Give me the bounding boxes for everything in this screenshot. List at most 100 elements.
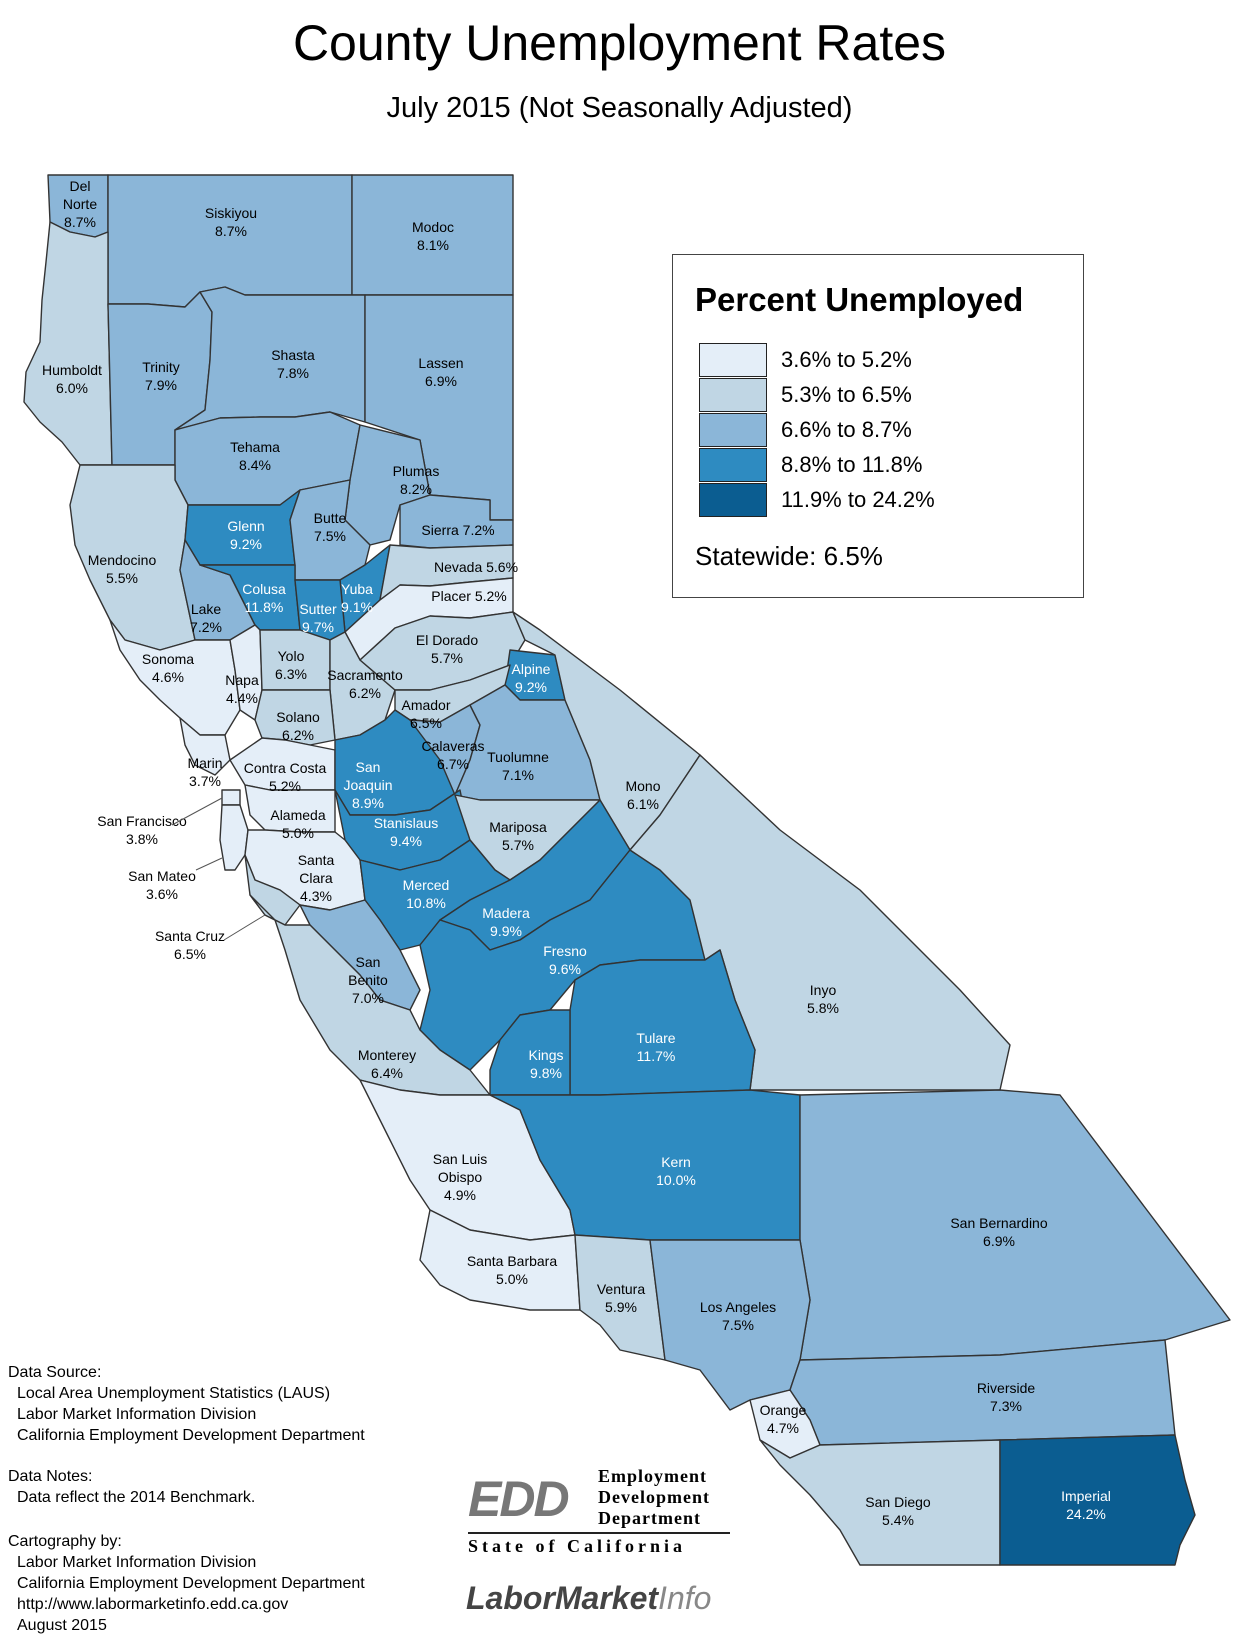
data-notes-block: Data Notes: Data reflect the 2014 Benchm… bbox=[8, 1466, 255, 1508]
county-label-mariposa: Mariposa 5.7% bbox=[489, 819, 547, 853]
county-label-placer: Placer 5.2% bbox=[431, 588, 506, 604]
data-notes-heading: Data Notes: bbox=[8, 1468, 93, 1485]
county-label-trinity: Trinity 7.9% bbox=[142, 359, 180, 393]
county-label-calaveras: Calaveras 6.7% bbox=[421, 738, 484, 772]
county-label-yuba: Yuba 9.1% bbox=[341, 581, 373, 615]
legend-box: Percent Unemployed 3.6% to 5.2% 5.3% to … bbox=[672, 254, 1084, 598]
county-san-mateo bbox=[219, 804, 249, 871]
leader-line-san-francisco bbox=[171, 797, 223, 826]
county-modoc bbox=[351, 174, 514, 296]
county-label-santa-barbara: Santa Barbara 5.0% bbox=[467, 1253, 557, 1287]
county-label-orange: Orange 4.7% bbox=[760, 1402, 807, 1436]
edd-divider bbox=[468, 1532, 730, 1534]
county-label-san-benito: San Benito 7.0% bbox=[348, 954, 388, 1006]
legend-row-1: 3.6% to 5.2% bbox=[699, 343, 1059, 377]
cartography-block: Cartography by: Labor Market Information… bbox=[8, 1531, 365, 1636]
edd-logo: EDD Employment Development Department St… bbox=[468, 1466, 736, 1558]
cartography-date: August 2015 bbox=[17, 1617, 107, 1634]
legend-swatch-4 bbox=[699, 448, 767, 482]
county-label-tuolumne: Tuolumne 7.1% bbox=[487, 749, 549, 783]
legend-swatch-3 bbox=[699, 413, 767, 447]
county-label-kern: Kern 10.0% bbox=[656, 1154, 696, 1188]
county-label-santa-cruz: Santa Cruz 6.5% bbox=[155, 928, 225, 962]
county-label-ventura: Ventura 5.9% bbox=[597, 1281, 645, 1315]
county-imperial bbox=[999, 1434, 1196, 1566]
county-san-diego bbox=[759, 1439, 1001, 1566]
cartography-line: Labor Market Information Division bbox=[17, 1554, 257, 1571]
county-label-contra-costa: Contra Costa 5.2% bbox=[244, 760, 327, 794]
county-label-los-angeles: Los Angeles 7.5% bbox=[700, 1299, 776, 1333]
legend-row-2: 5.3% to 6.5% bbox=[699, 378, 1059, 412]
county-label-napa: Napa 4.4% bbox=[225, 672, 259, 706]
legend-label-1: 3.6% to 5.2% bbox=[781, 347, 912, 372]
edd-line-3: Department bbox=[598, 1508, 701, 1528]
edd-line-2: Development bbox=[598, 1487, 710, 1507]
data-source-line: Labor Market Information Division bbox=[17, 1406, 257, 1423]
county-label-shasta: Shasta 7.8% bbox=[271, 347, 315, 381]
county-label-yolo: Yolo 6.3% bbox=[275, 648, 307, 682]
county-label-inyo: Inyo 5.8% bbox=[807, 982, 839, 1016]
legend-swatch-2 bbox=[699, 378, 767, 412]
legend-label-4: 8.8% to 11.8% bbox=[781, 452, 923, 477]
data-source-line: Local Area Unemployment Statistics (LAUS… bbox=[17, 1385, 331, 1402]
cartography-url: http://www.labormarketinfo.edd.ca.gov bbox=[17, 1596, 289, 1613]
county-label-kings: Kings 9.8% bbox=[528, 1047, 563, 1081]
county-label-nevada: Nevada 5.6% bbox=[434, 559, 518, 575]
county-label-stanislaus: Stanislaus 9.4% bbox=[374, 815, 439, 849]
edd-state: State of California bbox=[468, 1536, 686, 1556]
county-monterey bbox=[249, 894, 491, 1096]
county-label-sonoma: Sonoma 4.6% bbox=[142, 651, 194, 685]
county-sonoma bbox=[109, 619, 241, 736]
county-label-lake: Lake 7.2% bbox=[190, 601, 222, 635]
county-label-monterey: Monterey 6.4% bbox=[358, 1047, 416, 1081]
county-label-modoc: Modoc 8.1% bbox=[412, 219, 454, 253]
cartography-heading: Cartography by: bbox=[8, 1533, 122, 1550]
county-santa-barbara bbox=[419, 1209, 581, 1311]
lmi-part-2: Info bbox=[658, 1580, 712, 1616]
edd-abbrev: EDD bbox=[468, 1471, 570, 1527]
data-source-line: California Employment Development Depart… bbox=[17, 1427, 365, 1444]
legend-label-2: 5.3% to 6.5% bbox=[781, 382, 912, 407]
county-label-alpine: Alpine 9.2% bbox=[512, 661, 551, 695]
cartography-line: California Employment Development Depart… bbox=[17, 1575, 365, 1592]
county-label-imperial: Imperial 24.2% bbox=[1061, 1488, 1111, 1522]
legend-row-5: 11.9% to 24.2% bbox=[699, 483, 1059, 517]
map-title: County Unemployment Rates bbox=[292, 15, 947, 71]
county-label-butte: Butte 7.5% bbox=[314, 510, 347, 544]
county-label-sierra: Sierra 7.2% bbox=[421, 522, 494, 538]
county-label-solano: Solano 6.2% bbox=[276, 709, 320, 743]
county-label-tehama: Tehama 8.4% bbox=[230, 439, 280, 473]
county-label-san-bernardino: San Bernardino 6.9% bbox=[950, 1215, 1048, 1249]
county-san-francisco bbox=[221, 789, 241, 806]
county-label-mono: Mono 6.1% bbox=[625, 778, 660, 812]
county-siskiyou bbox=[107, 174, 353, 308]
lmi-part-1: LaborMarket bbox=[466, 1580, 659, 1616]
county-label-san-diego: San Diego 5.4% bbox=[865, 1494, 931, 1528]
county-label-santa-clara: Santa Clara 4.3% bbox=[298, 852, 335, 904]
county-label-plumas: Plumas 8.2% bbox=[393, 463, 440, 497]
county-humboldt bbox=[23, 221, 113, 466]
legend-title: Percent Unemployed bbox=[695, 281, 1024, 318]
edd-full-name: Employment Development Department bbox=[598, 1466, 710, 1529]
data-notes-line: Data reflect the 2014 Benchmark. bbox=[17, 1489, 256, 1506]
county-label-colusa: Colusa 11.8% bbox=[242, 581, 286, 615]
county-label-lassen: Lassen 6.9% bbox=[418, 355, 463, 389]
county-label-humboldt: Humboldt 6.0% bbox=[42, 362, 102, 396]
legend-label-5: 11.9% to 24.2% bbox=[781, 487, 935, 512]
county-label-riverside: Riverside 7.3% bbox=[977, 1380, 1036, 1414]
data-source-heading: Data Source: bbox=[8, 1364, 102, 1381]
county-label-san-francisco: San Francisco 3.8% bbox=[97, 813, 187, 847]
statewide-rate: Statewide: 6.5% bbox=[695, 541, 883, 571]
legend-row-4: 8.8% to 11.8% bbox=[699, 448, 1059, 482]
edd-line-1: Employment bbox=[598, 1466, 707, 1486]
county-label-alameda: Alameda 5.0% bbox=[270, 807, 325, 841]
county-label-glenn: Glenn 9.2% bbox=[227, 518, 264, 552]
county-label-madera: Madera 9.9% bbox=[482, 905, 530, 939]
legend-swatch-1 bbox=[699, 343, 767, 377]
county-label-tulare: Tulare 11.7% bbox=[636, 1030, 675, 1064]
county-label-sacramento: Sacramento 6.2% bbox=[327, 667, 403, 701]
county-label-san-luis-obispo: San Luis Obispo 4.9% bbox=[433, 1151, 487, 1203]
county-label-amador: Amador 6.5% bbox=[401, 697, 450, 731]
county-label-siskiyou: Siskiyou 8.7% bbox=[205, 205, 257, 239]
